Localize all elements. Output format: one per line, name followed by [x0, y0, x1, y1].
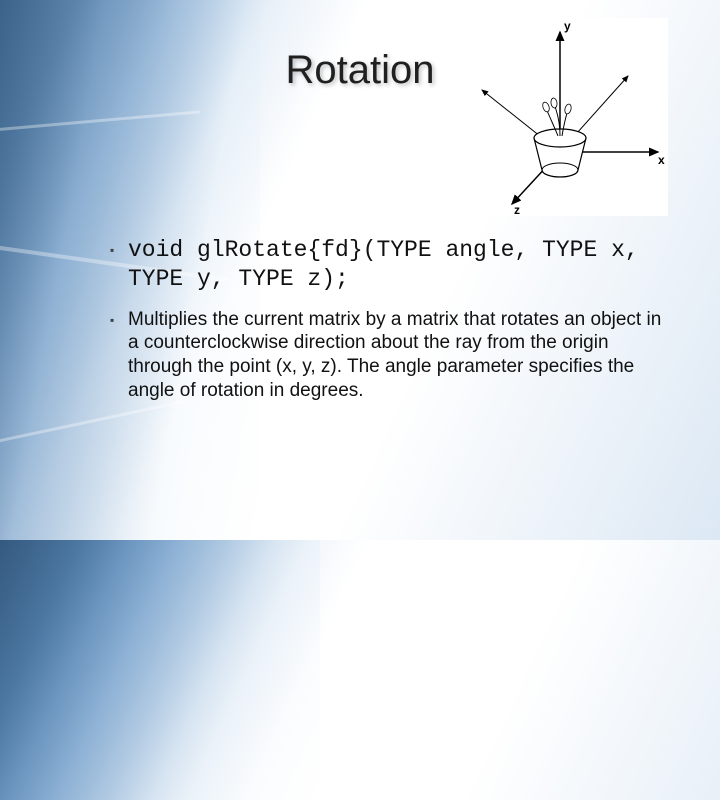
axes-diagram: y x z — [460, 18, 668, 216]
code-declaration: void glRotate{fd}(TYPE angle, TYPE x, TY… — [128, 236, 670, 294]
axis-label-z: z — [514, 203, 520, 216]
axis-label-x: x — [658, 153, 665, 167]
slide-body: ▪ void glRotate{fd}(TYPE angle, TYPE x, … — [110, 236, 670, 417]
bullet-description: ▪ Multiplies the current matrix by a mat… — [110, 308, 670, 403]
bullet-marker: ▪ — [110, 236, 128, 294]
background-ray — [0, 540, 320, 800]
bullet-code: ▪ void glRotate{fd}(TYPE angle, TYPE x, … — [110, 236, 670, 294]
bullet-marker: ▪ — [110, 308, 128, 403]
description-text: Multiplies the current matrix by a matri… — [128, 308, 670, 403]
axis-label-y: y — [564, 19, 571, 33]
